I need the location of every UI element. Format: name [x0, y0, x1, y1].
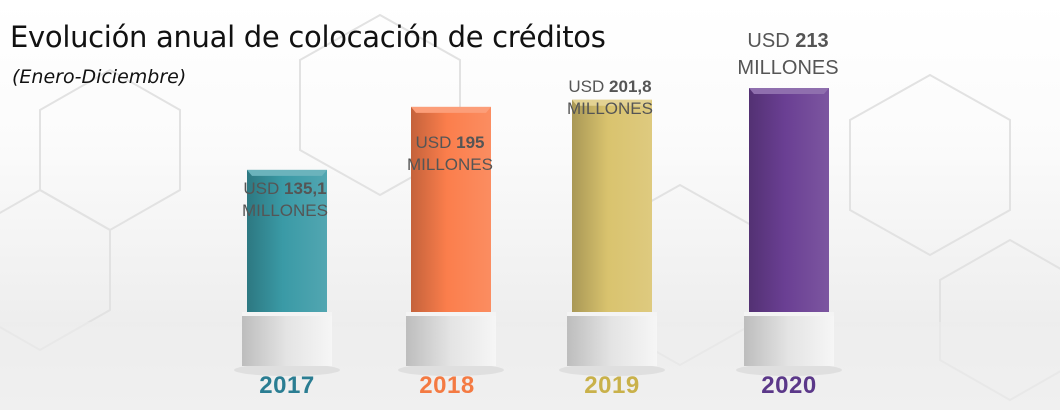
- year-label-2019: 2019: [584, 372, 640, 399]
- bar-top-2019: [572, 99, 652, 106]
- pedestal-2020: [744, 312, 834, 366]
- bar-top-2018: [411, 106, 491, 113]
- pedestal-top-2017: [242, 312, 332, 316]
- pedestal-top-2020: [744, 312, 834, 316]
- pedestal-shadow-2017: [234, 364, 340, 376]
- year-label-2017: 2017: [259, 372, 315, 399]
- chart-subtitle: (Enero-Diciembre): [12, 66, 187, 88]
- bar-top-2017: [247, 169, 327, 176]
- bar-top-2020: [749, 88, 829, 94]
- pedestal-top-2019: [567, 312, 657, 316]
- value-label-2019: USD 201,8 MILLONES: [567, 77, 653, 118]
- pedestal-top-2018: [406, 312, 496, 316]
- bar-2019: [572, 99, 652, 312]
- value-label-2017: USD 135,1 MILLONES: [242, 179, 328, 220]
- value-label-2020: USD 213 MILLONES: [737, 30, 839, 79]
- value-label-2018: USD 195 MILLONES: [407, 133, 493, 174]
- pedestal-shadow-2018: [398, 364, 504, 376]
- bar-2018: [411, 106, 491, 312]
- pedestal-shadow-2020: [736, 364, 842, 376]
- pedestal-2018: [406, 312, 496, 366]
- bar-2020: [749, 88, 829, 312]
- chart-title: Evolución anual de colocación de crédito…: [10, 20, 606, 54]
- year-label-2020: 2020: [761, 372, 817, 399]
- year-label-2018: 2018: [419, 372, 475, 399]
- pedestal-shadow-2019: [559, 364, 665, 376]
- bar-2017: [247, 169, 327, 312]
- pedestal-2017: [242, 312, 332, 366]
- pedestal-2019: [567, 312, 657, 366]
